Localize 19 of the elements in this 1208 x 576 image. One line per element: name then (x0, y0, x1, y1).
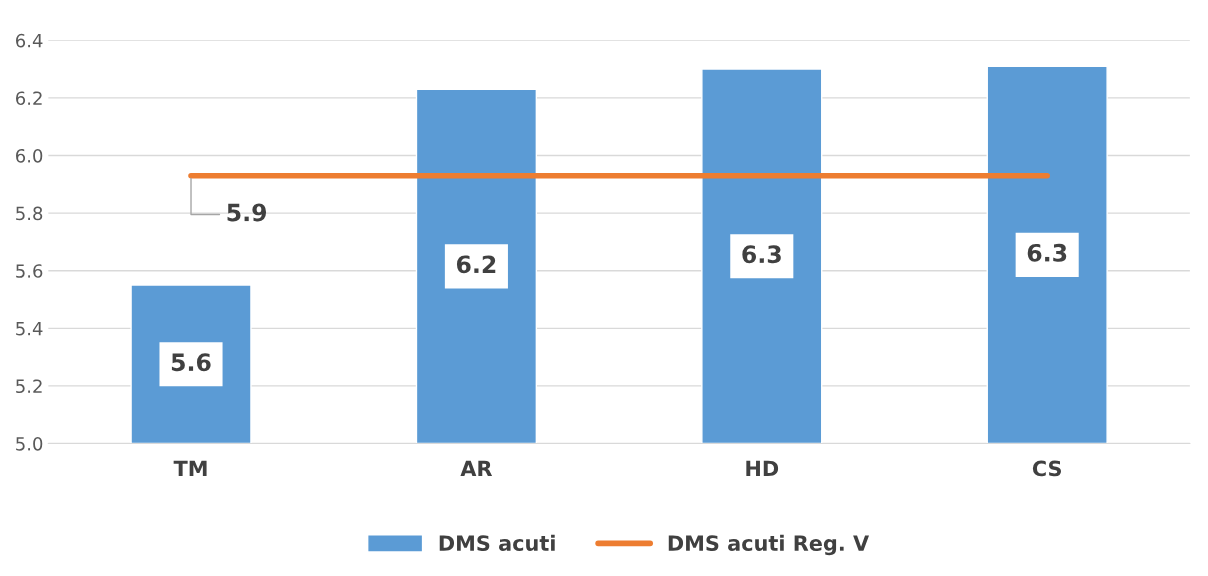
x-tick-label: HD (746, 460, 779, 477)
legend-label: DMS acuti (439, 534, 555, 551)
x-tick-label: CS (1032, 460, 1061, 477)
x-tick-label: TM (173, 460, 207, 477)
data-label: 5.6 (171, 353, 211, 372)
y-tick-label: 5.2 (16, 379, 42, 394)
x-tick-label: AR (460, 460, 493, 477)
y-tick-label: 6.4 (16, 33, 43, 48)
data-label: 6.3 (742, 245, 781, 264)
data-label: 6.2 (456, 255, 496, 274)
y-tick-label: 5.8 (16, 206, 43, 221)
y-tick-label: 5.0 (16, 436, 43, 451)
data-label: 6.3 (1027, 243, 1067, 262)
y-tick-label: 5.6 (16, 264, 43, 278)
data-label: 5.9 (227, 203, 267, 222)
y-tick-label: 6.2 (16, 91, 42, 106)
legend-label: DMS acuti Reg. V (668, 534, 870, 556)
y-tick-label: 5.4 (16, 322, 43, 336)
y-tick-label: 6.0 (16, 148, 43, 163)
